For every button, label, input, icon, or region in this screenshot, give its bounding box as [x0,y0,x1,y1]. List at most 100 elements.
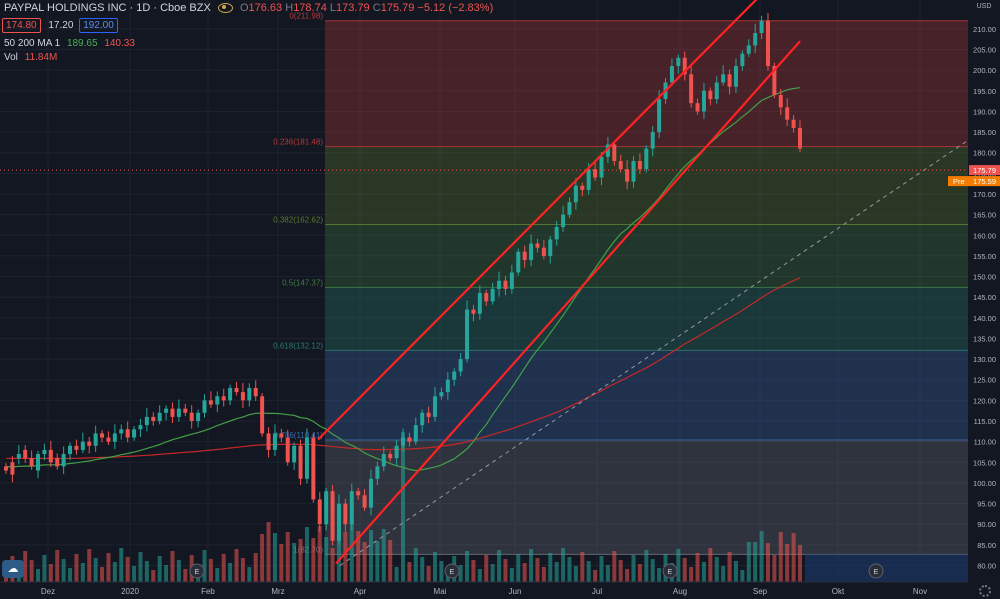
candle[interactable] [554,227,559,240]
candle[interactable] [516,251,521,273]
candle[interactable] [100,433,105,438]
earnings-icon[interactable] [444,563,460,579]
candle[interactable] [381,454,386,467]
time-axis[interactable]: Dez 2020 Feb Mrz Apr Mai Jun Jul Aug Sep Okt Nov [0,581,968,599]
candle[interactable] [202,400,207,413]
candle[interactable] [125,429,130,438]
candle[interactable] [48,449,53,463]
candle[interactable] [721,74,726,83]
candle[interactable] [285,437,290,463]
candle[interactable] [522,251,527,261]
candle[interactable] [426,412,431,417]
candle[interactable] [221,396,226,401]
candle[interactable] [36,454,41,471]
candle[interactable] [669,66,674,83]
candle[interactable] [292,445,297,463]
candle[interactable] [23,449,28,459]
candle[interactable] [132,429,137,438]
channel-upper-line[interactable] [317,0,760,441]
candle[interactable] [260,396,265,434]
candle[interactable] [484,293,489,302]
candle[interactable] [529,243,534,261]
candle[interactable] [253,388,258,397]
candle[interactable] [612,144,617,161]
candle[interactable] [228,388,233,401]
candle[interactable] [433,396,438,417]
trend-channel[interactable] [0,0,969,566]
symbol-header[interactable]: PAYPAL HOLDINGS INC · 1D · Cboe BZX O176… [4,2,493,14]
candle[interactable] [631,160,636,182]
candle[interactable] [61,454,66,467]
candle[interactable] [343,503,348,525]
candle[interactable] [240,392,245,401]
candle[interactable] [753,33,758,46]
candle[interactable] [561,214,566,228]
candle[interactable] [593,169,598,178]
last-price-tag[interactable] [969,165,1000,176]
candle[interactable] [759,20,764,34]
earnings-icon[interactable] [868,563,884,579]
candle[interactable] [682,57,687,75]
candle[interactable] [298,445,303,479]
candle[interactable] [714,82,719,100]
candle[interactable] [599,156,604,178]
candle[interactable] [304,437,309,479]
ma-legend[interactable]: 50 200 MA 1 189.65 140.33 [4,38,135,49]
candle[interactable] [247,388,252,401]
candle[interactable] [394,445,399,459]
candle[interactable] [164,408,169,413]
symbol-title[interactable]: PAYPAL HOLDINGS INC · 1D · Cboe BZX [4,2,211,14]
candle[interactable] [535,243,540,248]
sell-price-box[interactable]: 174.80 [2,18,41,33]
candle[interactable] [106,437,111,442]
candle[interactable] [637,160,642,170]
candle[interactable] [112,433,117,442]
candle[interactable] [144,416,149,426]
candle[interactable] [87,441,92,446]
candle[interactable] [452,371,457,380]
candle[interactable] [798,127,802,149]
candle[interactable] [471,309,476,314]
candle[interactable] [503,280,508,289]
candle[interactable] [401,437,405,446]
candle[interactable] [778,94,783,108]
candle[interactable] [618,160,623,170]
fibonacci-retracement[interactable]: 0(211.98) 0.236(181.48) 0.382(162.62) 0.5(1… [273,12,968,582]
settings-gear-icon[interactable] [979,585,991,597]
candle[interactable] [68,445,73,455]
candle[interactable] [765,20,770,67]
candle[interactable] [176,408,181,417]
eye-icon[interactable] [217,3,233,14]
earnings-icon[interactable] [662,563,678,579]
candle[interactable] [29,458,34,467]
candle[interactable] [74,445,79,450]
trend-dashed-line[interactable] [339,139,969,566]
candle[interactable] [439,392,444,397]
candle[interactable] [330,491,335,541]
candles[interactable] [4,13,802,546]
candle[interactable] [279,433,284,438]
candle[interactable] [183,408,188,413]
candle[interactable] [509,272,514,289]
candle[interactable] [701,90,706,112]
candle[interactable] [55,458,60,467]
candle[interactable] [657,99,662,133]
candle[interactable] [375,466,380,479]
candle[interactable] [548,239,553,256]
price-axis[interactable]: USD 80.00 85.00 90.00 95.00 100.00 105.00 110.0… [948,0,1000,599]
candle[interactable] [490,288,495,302]
volume-legend[interactable]: Vol 11.84M [4,52,57,63]
candle[interactable] [676,57,681,67]
candle[interactable] [567,202,572,215]
candle[interactable] [311,437,316,500]
candle[interactable] [208,400,213,405]
candle[interactable] [689,74,694,104]
candle[interactable] [413,425,418,442]
candle[interactable] [746,45,751,54]
candle[interactable] [458,359,463,372]
candle[interactable] [368,478,373,508]
candle[interactable] [541,247,546,256]
tradingview-logo-icon[interactable]: ☁ [2,560,24,578]
